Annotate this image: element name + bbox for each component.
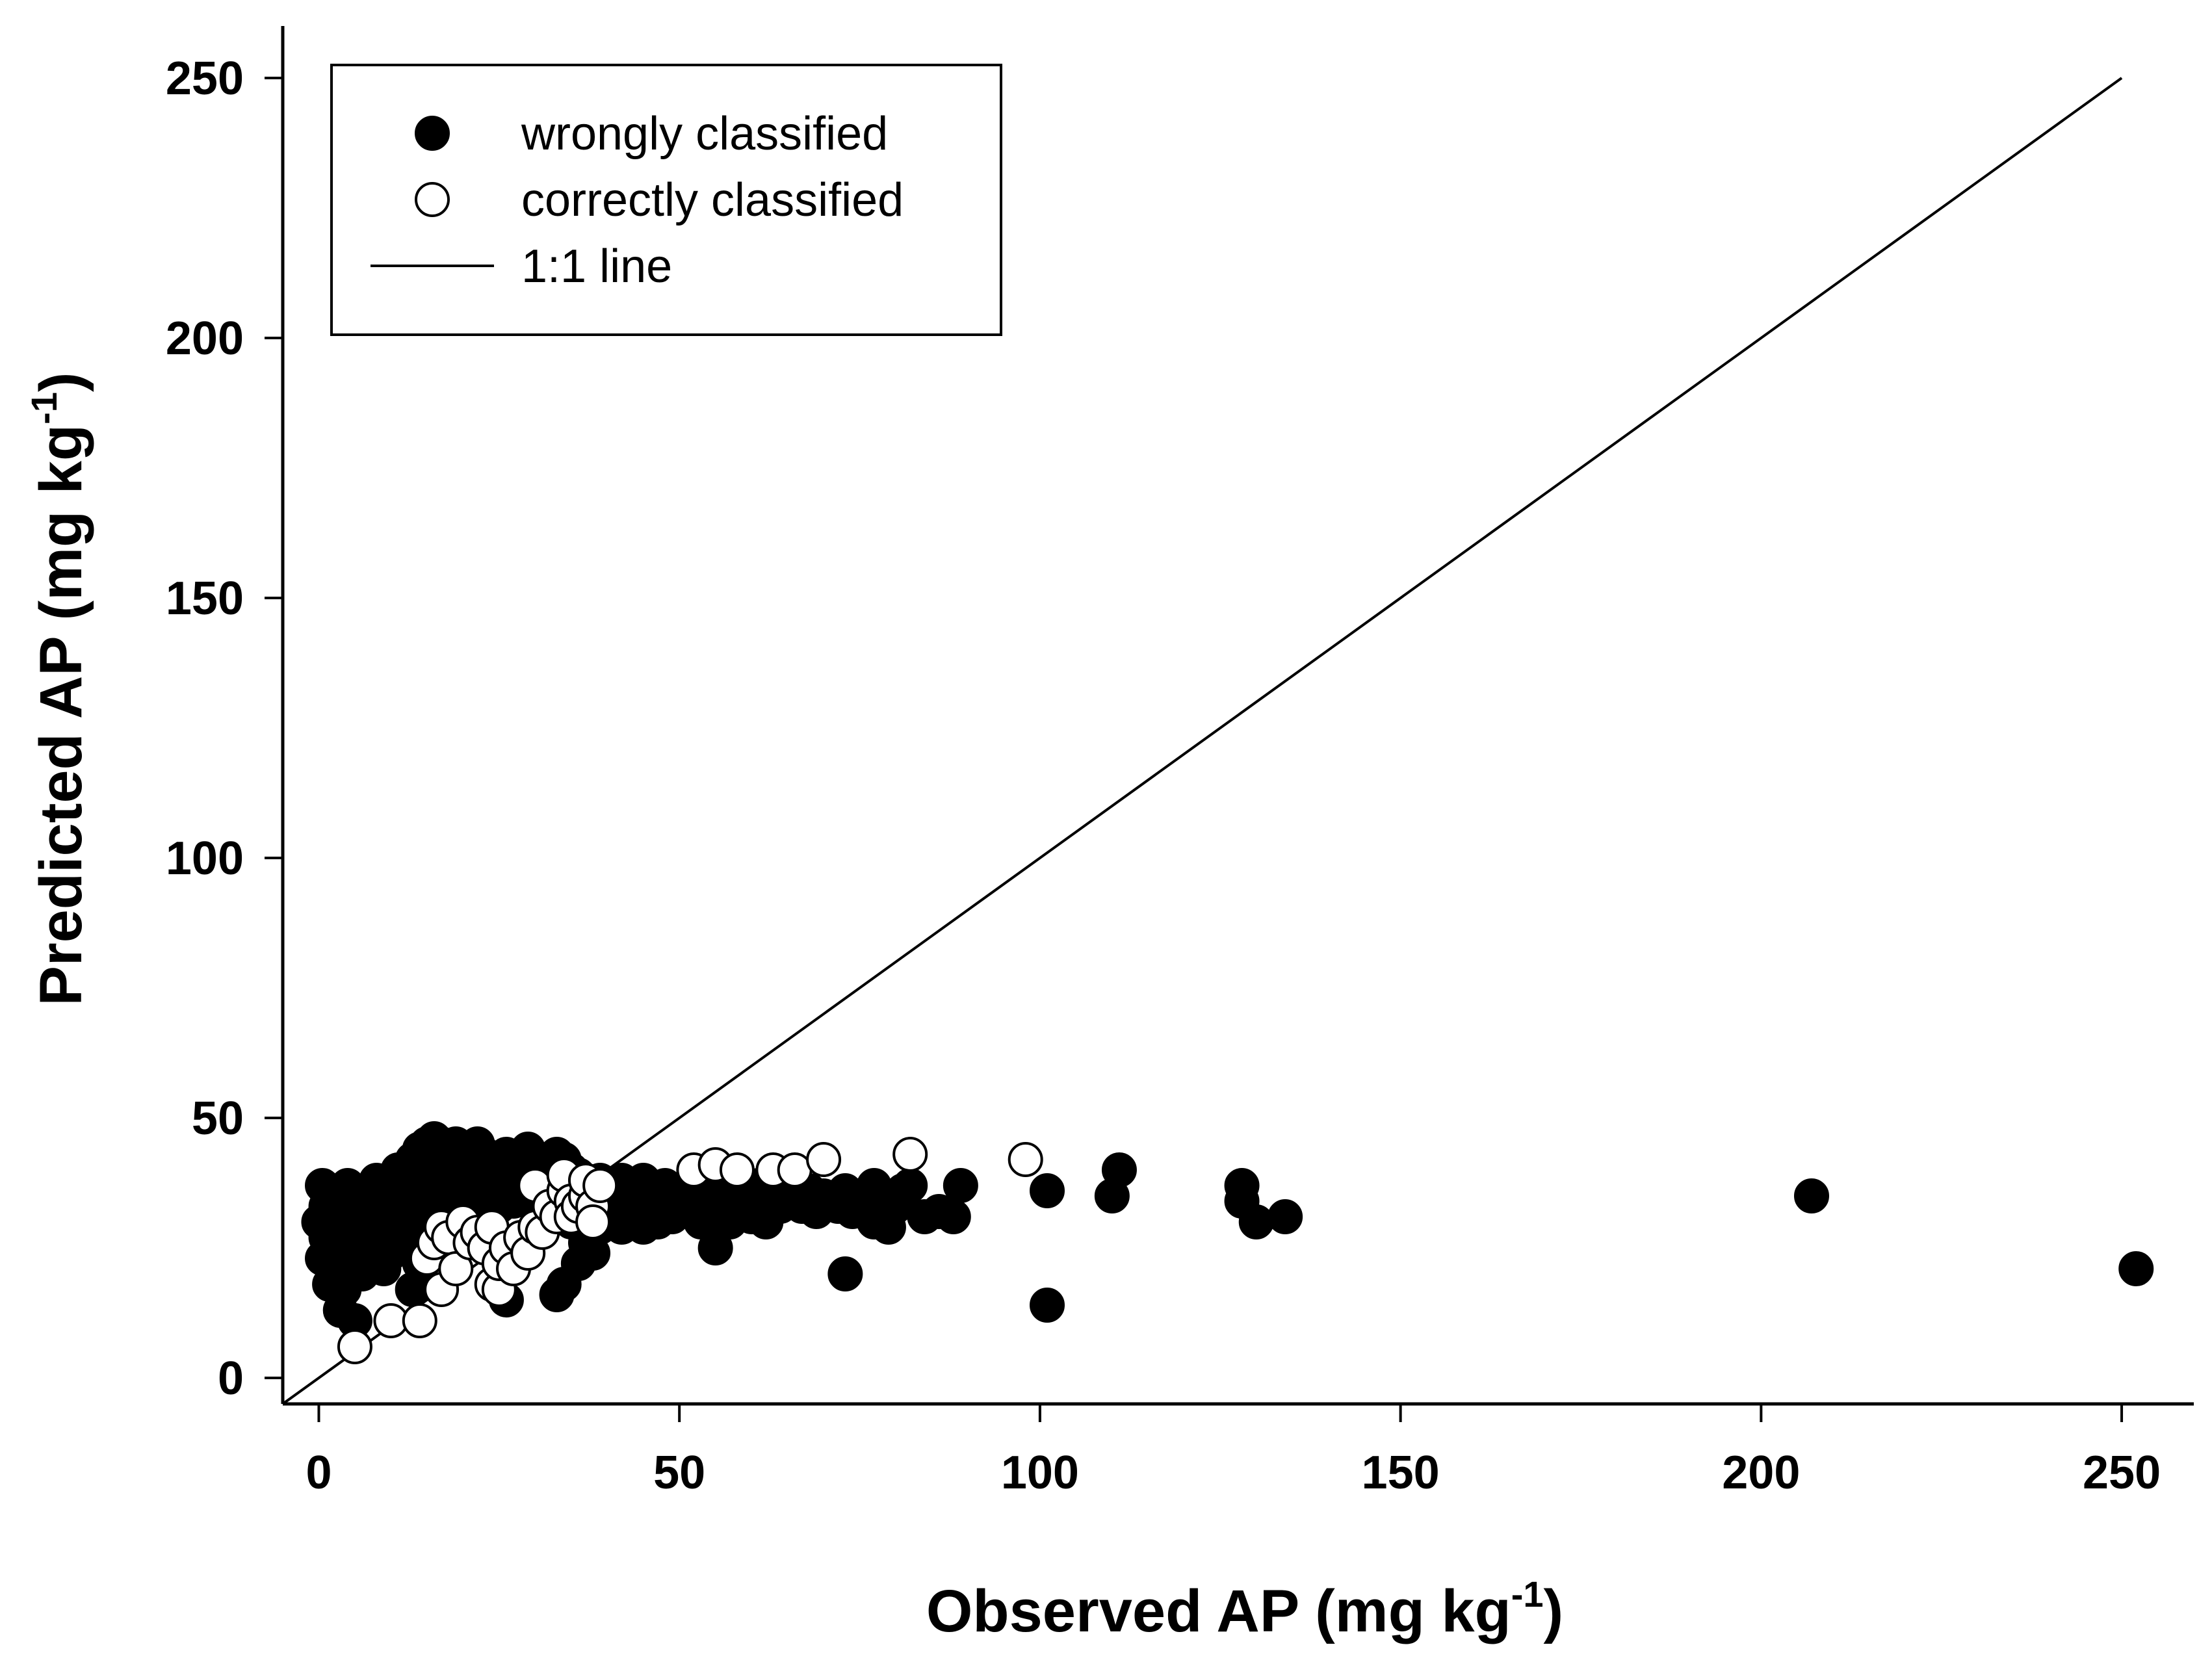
point-correctly-classified	[719, 1152, 755, 1187]
y-axis-title-main: Predicted AP (mg kg	[28, 424, 94, 1006]
y-tick-label: 200	[166, 313, 244, 365]
x-tick-label: 250	[2083, 1447, 2161, 1499]
x-tick-label: 0	[306, 1447, 332, 1499]
y-axis-title-sup: -1	[23, 392, 64, 424]
point-wrongly-classified	[1030, 1288, 1065, 1323]
point-wrongly-classified	[943, 1168, 978, 1203]
point-wrongly-classified	[935, 1199, 971, 1234]
point-correctly-classified	[892, 1137, 928, 1172]
y-tick-label: 50	[192, 1093, 244, 1145]
point-correctly-classified	[806, 1142, 842, 1177]
x-axis-title-close: )	[1544, 1578, 1564, 1644]
legend-label-wrong: wrongly classified	[521, 108, 888, 160]
x-axis-title: Observed AP (mg kg-1)	[926, 1574, 1563, 1644]
x-tick-label: 100	[1001, 1447, 1079, 1499]
x-axis-ticks: 0 50 100 150 200 250	[306, 1404, 2161, 1499]
y-tick-label: 250	[166, 53, 244, 105]
point-correctly-classified	[402, 1303, 437, 1338]
series-correctly-classified	[337, 1137, 1043, 1364]
point-correctly-classified	[575, 1204, 611, 1239]
y-axis-title: Predicted AP (mg kg-1)	[23, 372, 94, 1005]
x-tick-label: 200	[1722, 1447, 1800, 1499]
legend-label-line: 1:1 line	[521, 240, 672, 292]
legend-label-correct: correctly classified	[521, 174, 904, 226]
point-wrongly-classified	[1101, 1152, 1137, 1187]
point-wrongly-classified	[1268, 1199, 1303, 1234]
point-wrongly-classified	[1030, 1173, 1065, 1208]
point-wrongly-classified	[892, 1168, 928, 1203]
legend-marker-correct	[415, 182, 450, 217]
point-wrongly-classified	[2118, 1251, 2154, 1286]
point-correctly-classified	[337, 1329, 372, 1364]
y-axis-ticks: 0 50 100 150 200 250	[166, 53, 283, 1405]
legend: wrongly classified correctly classified …	[330, 64, 1002, 336]
point-wrongly-classified	[827, 1256, 863, 1291]
y-axis-title-close: )	[28, 372, 94, 392]
x-axis-title-main: Observed AP (mg kg	[926, 1578, 1511, 1644]
point-correctly-classified	[582, 1168, 618, 1203]
point-correctly-classified	[1008, 1142, 1043, 1177]
x-tick-label: 150	[1362, 1447, 1440, 1499]
point-wrongly-classified	[1794, 1178, 1829, 1213]
y-tick-label: 150	[166, 573, 244, 625]
y-tick-label: 100	[166, 833, 244, 885]
legend-marker-wrong	[415, 116, 450, 151]
point-wrongly-classified	[1238, 1204, 1274, 1239]
x-axis-title-sup: -1	[1511, 1574, 1544, 1615]
y-tick-label: 0	[218, 1353, 244, 1405]
x-tick-label: 50	[653, 1447, 705, 1499]
